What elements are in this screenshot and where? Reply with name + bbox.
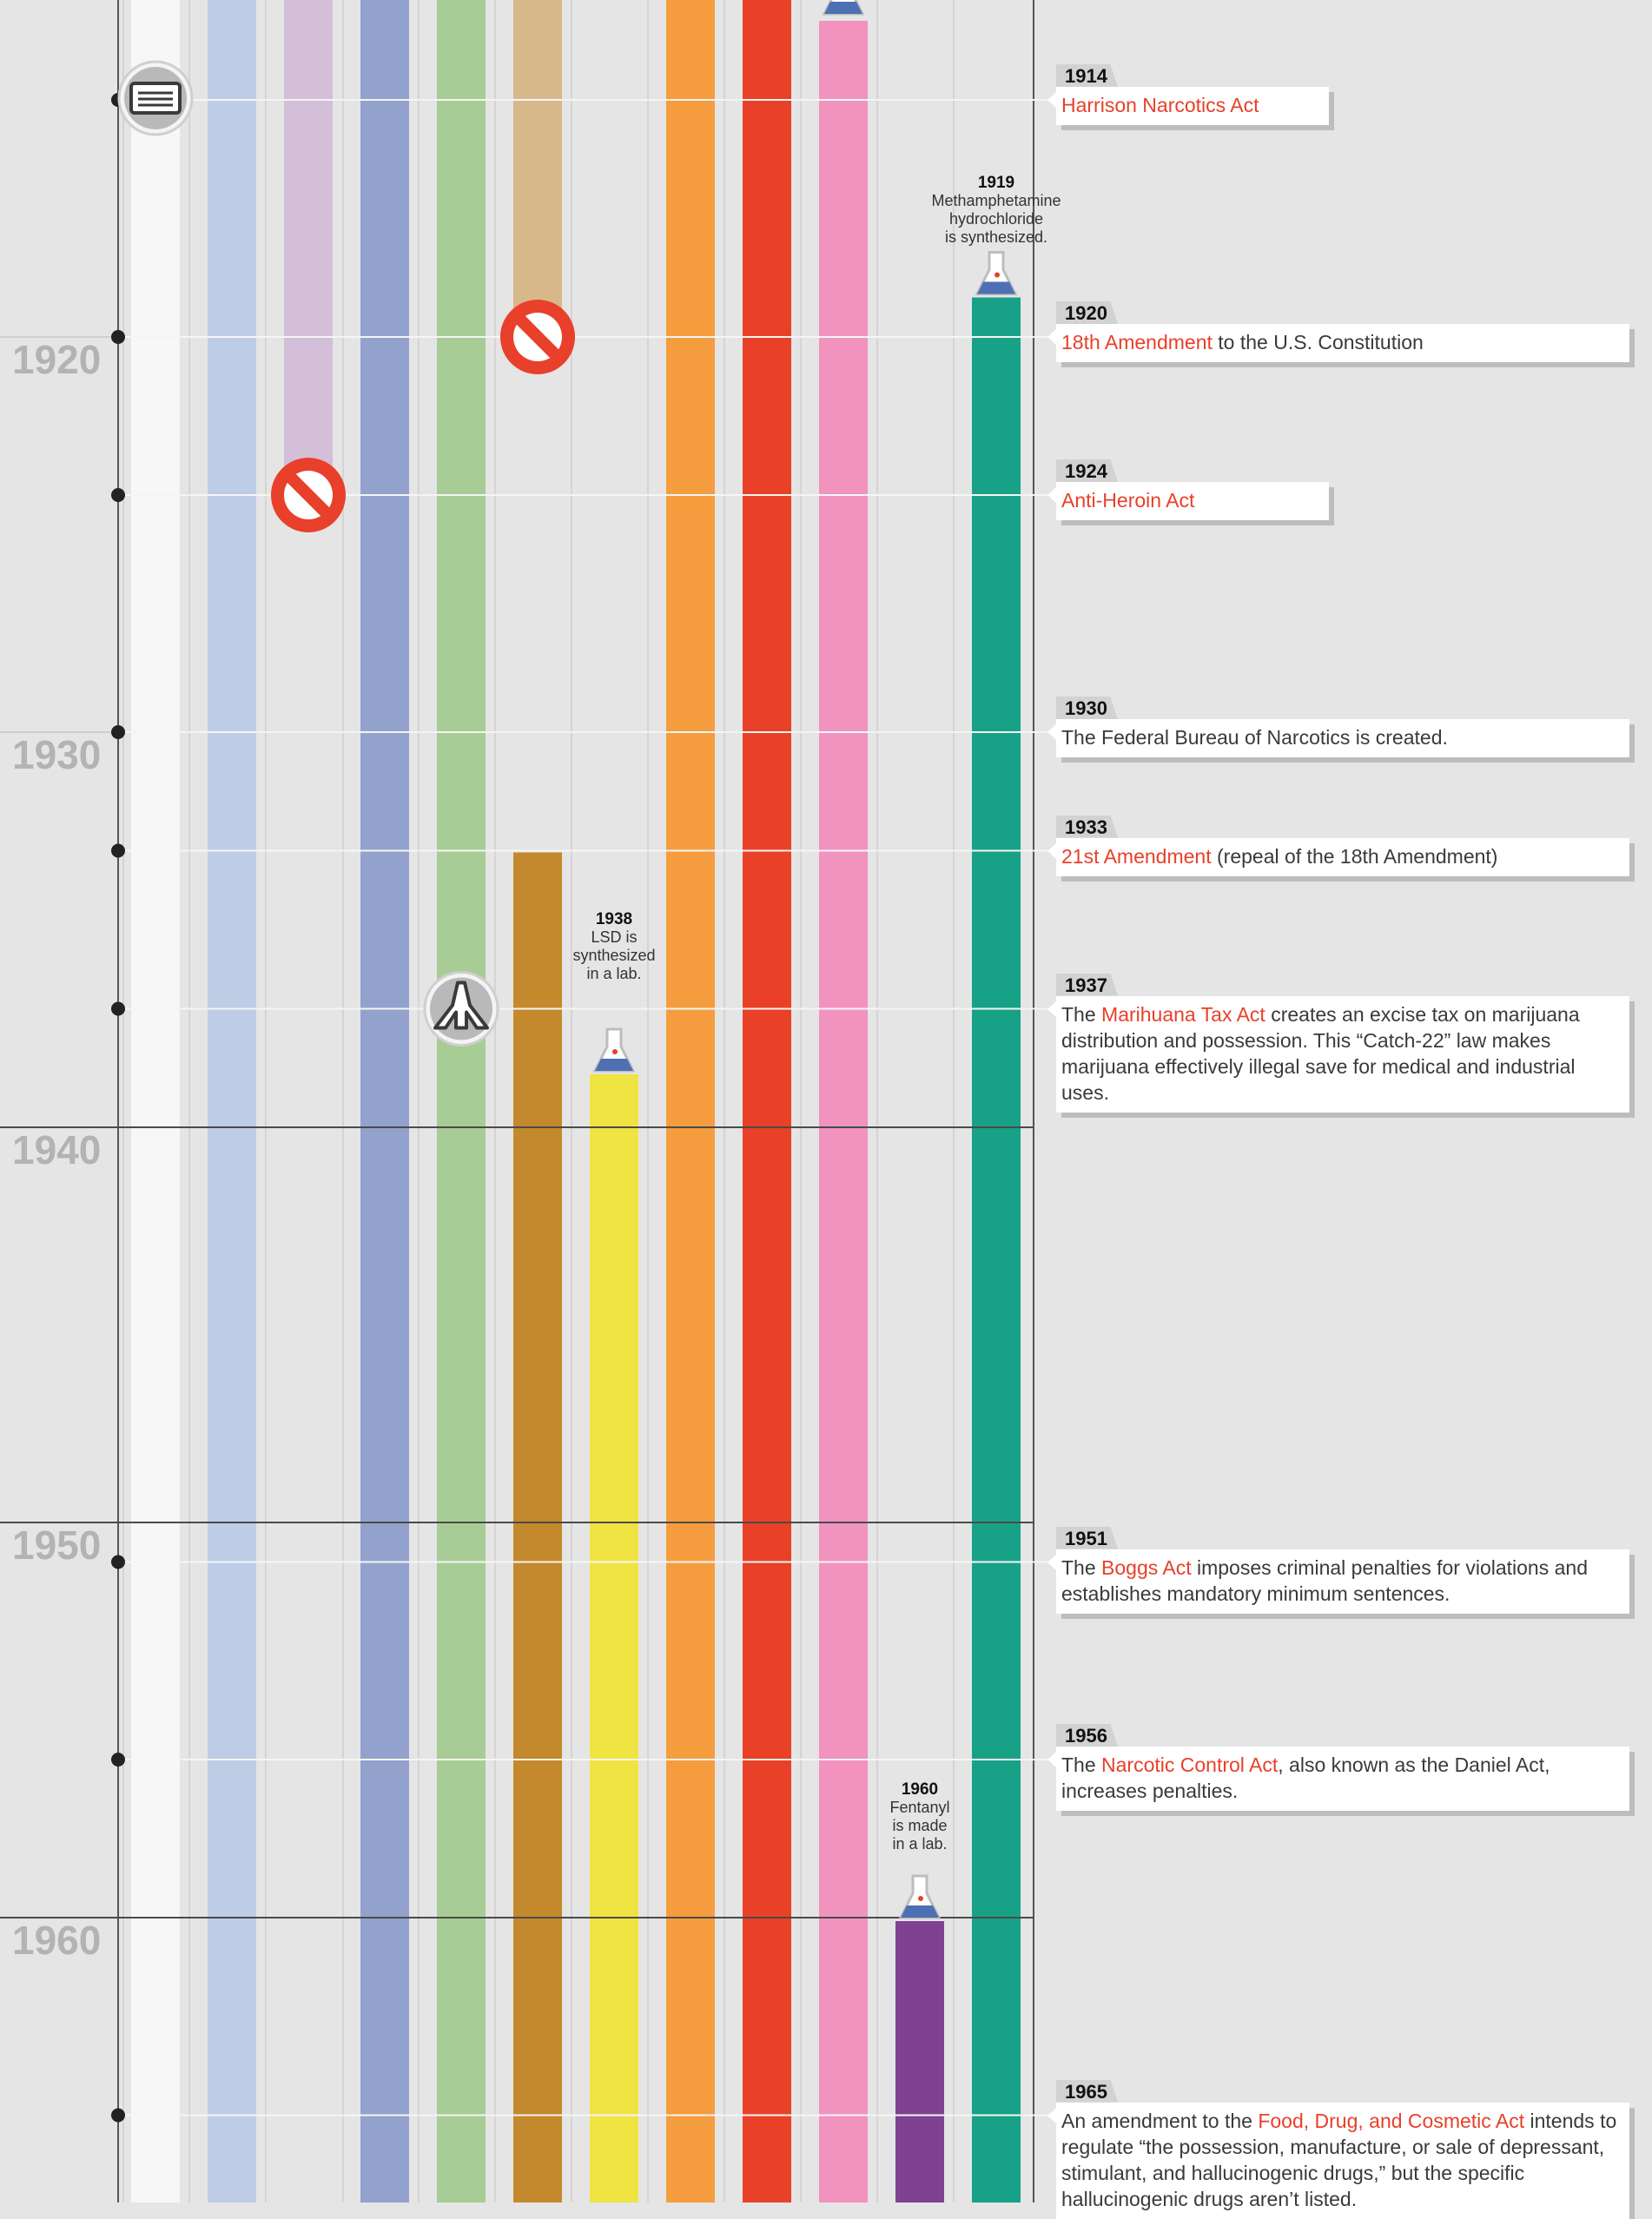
synthesis-text: Fentanyl	[889, 1799, 950, 1816]
synthesis-text: synthesized	[572, 947, 656, 964]
event-box: Anti-Heroin Act	[1056, 482, 1329, 520]
column-bar-c8	[666, 0, 715, 2202]
event-pointer	[1047, 92, 1056, 108]
year-label: 1960	[12, 1918, 101, 1963]
event-text: (repeal of the 18th Amendment)	[1211, 844, 1498, 868]
event-year-tab: 1937	[1056, 973, 1118, 996]
synthesis-text: is synthesized.	[944, 228, 1048, 246]
event-box: 18th Amendment to the U.S. Constitution	[1056, 324, 1629, 362]
synthesis-text: in a lab.	[892, 1835, 948, 1852]
event-text: The	[1061, 1002, 1102, 1026]
event-box: The Boggs Act imposes criminal penalties…	[1056, 1549, 1629, 1614]
event-highlight: Boggs Act	[1101, 1555, 1192, 1579]
event-year-tab: 1924	[1056, 459, 1118, 482]
year-label: 1950	[12, 1522, 101, 1568]
prohibited-icon	[500, 300, 575, 374]
event-year-tab: 1930	[1056, 697, 1118, 719]
synthesis-note: 1919 Methamphetamine hydrochloride is synth…	[892, 174, 1100, 247]
regulation-icon	[117, 60, 194, 136]
event-pointer	[1047, 1001, 1056, 1017]
event-year-tab: 1933	[1056, 815, 1118, 838]
flask-icon	[898, 1874, 942, 1919]
event-dot	[111, 1555, 125, 1569]
synthesis-text: Methamphetamine	[931, 192, 1061, 209]
year-label: 1920	[12, 337, 101, 382]
event-highlight: 21st Amendment	[1061, 844, 1212, 868]
event-dot	[111, 2108, 125, 2123]
event-pointer	[1047, 329, 1056, 345]
synthesis-text: LSD is	[591, 928, 638, 946]
column-bar-c6	[513, 0, 562, 337]
year-label: 1930	[12, 732, 101, 777]
event-dot	[111, 725, 125, 739]
event-box: The Marihuana Tax Act creates an excise …	[1056, 995, 1629, 1113]
event-text: , also known as the Daniel Act, increase…	[1061, 1753, 1550, 1802]
prohibited-icon	[271, 458, 346, 532]
event-pointer	[1047, 2107, 1056, 2123]
synthesis-year: 1938	[595, 910, 633, 928]
event-year-tab: 1920	[1056, 301, 1118, 324]
synthesis-note: 1960 Fentanyl is made in a lab.	[816, 1780, 1024, 1853]
event-pointer	[1047, 1554, 1056, 1570]
flask-icon	[822, 0, 865, 16]
event-dot	[111, 1001, 125, 1016]
event-box: Harrison Narcotics Act	[1056, 87, 1329, 125]
event-dot	[111, 488, 125, 502]
year-label: 1940	[12, 1127, 101, 1172]
event-pointer	[1047, 1752, 1056, 1767]
column-bar-c3	[284, 0, 333, 495]
column-bar-c10	[819, 21, 868, 2202]
column-bar-c7	[590, 1074, 638, 2202]
event-highlight: Anti-Heroin Act	[1061, 489, 1195, 512]
event-text: creates an excise tax on marijuana distr…	[1061, 1002, 1580, 1104]
event-year-tab: 1951	[1056, 1526, 1118, 1549]
event-box: The Narcotic Control Act, also known as …	[1056, 1747, 1629, 1811]
event-text: to the U.S. Constitution	[1212, 331, 1424, 353]
event-dot	[111, 843, 125, 858]
event-text: The	[1061, 1753, 1102, 1776]
column-bar-c5	[437, 0, 486, 2202]
column-bar-c6b	[513, 852, 562, 2202]
column-bar-c2	[208, 0, 256, 2202]
column-bar-c11	[895, 1921, 944, 2202]
event-text: The Federal Bureau of Narcotics is creat…	[1061, 726, 1448, 749]
synthesis-text: hydrochloride	[948, 210, 1044, 228]
event-highlight: Food, Drug, and Cosmetic Act	[1258, 2109, 1525, 2132]
column-bar-c4	[360, 0, 409, 2202]
column-bar-c12	[972, 297, 1021, 2202]
event-text: intends to regulate “the possession, man…	[1061, 2109, 1617, 2210]
event-box: An amendment to the Food, Drug, and Cosm…	[1056, 2102, 1629, 2219]
synthesis-text: in a lab.	[586, 965, 642, 982]
event-year-tab: 1956	[1056, 1724, 1118, 1747]
event-pointer	[1047, 842, 1056, 859]
synthesis-text: is made	[892, 1817, 948, 1834]
event-text: The	[1061, 1555, 1102, 1579]
hand-icon	[423, 971, 499, 1047]
event-highlight: Harrison Narcotics Act	[1061, 94, 1259, 116]
event-pointer	[1047, 487, 1056, 503]
event-text: An amendment to the	[1061, 2109, 1259, 2132]
event-year-tab: 1965	[1056, 2079, 1118, 2103]
flask-icon	[592, 1027, 636, 1073]
synthesis-year: 1919	[977, 174, 1015, 192]
column-bar-c1	[131, 0, 180, 2202]
event-highlight: Narcotic Control Act	[1101, 1753, 1279, 1776]
event-dot	[111, 330, 125, 344]
event-box: The Federal Bureau of Narcotics is creat…	[1056, 719, 1629, 757]
event-dot	[111, 1753, 125, 1767]
event-box: 21st Amendment (repeal of the 18th Amend…	[1056, 837, 1629, 876]
event-year-tab: 1914	[1056, 64, 1118, 87]
synthesis-year: 1960	[901, 1780, 939, 1799]
synthesis-note: 1938 LSD is synthesized in a lab.	[510, 910, 718, 983]
event-highlight: 18th Amendment	[1061, 331, 1213, 353]
flask-icon	[975, 251, 1018, 295]
event-text: imposes criminal penalties for violation…	[1061, 1555, 1588, 1605]
column-bar-c9	[743, 0, 791, 2202]
event-pointer	[1047, 724, 1056, 740]
event-highlight: Marihuana Tax Act	[1101, 1002, 1265, 1026]
